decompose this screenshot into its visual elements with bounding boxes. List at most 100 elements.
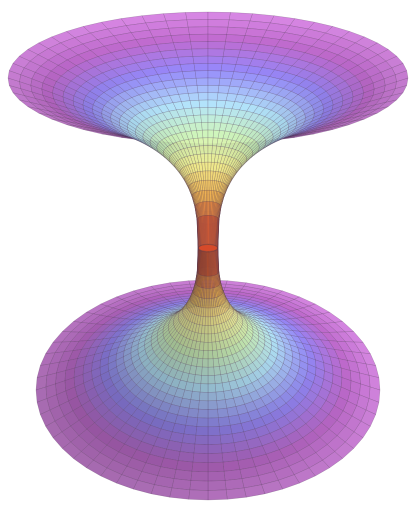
surface-facet <box>205 298 209 309</box>
surface-facet <box>297 125 313 133</box>
surface-facet <box>219 70 235 80</box>
surface-facet <box>227 19 251 29</box>
surface-facet <box>211 215 214 245</box>
surface-facet <box>280 109 293 119</box>
surface-facet <box>377 49 398 62</box>
surface-facet <box>165 19 189 29</box>
surface-facet <box>193 443 209 454</box>
surface-facet <box>204 325 209 335</box>
surface-facet <box>202 358 209 368</box>
surface-facet <box>203 341 209 351</box>
surface-facet <box>173 41 193 51</box>
surface-facet <box>177 56 195 65</box>
surface-facet <box>212 357 220 368</box>
surface-facet <box>207 325 212 335</box>
surface-facet <box>290 84 307 95</box>
surface-facet <box>203 145 209 155</box>
surface-facet <box>216 137 224 147</box>
surface-facet <box>214 374 223 384</box>
surface-facet <box>207 452 224 463</box>
surface-facet <box>228 12 253 22</box>
surface-facet <box>189 99 201 109</box>
surface-facet <box>192 452 209 463</box>
surface-facet <box>276 132 287 141</box>
surface-facet <box>201 129 209 139</box>
surface-facet <box>320 115 336 124</box>
surface-facet <box>207 417 220 428</box>
surface-facet <box>207 366 215 376</box>
surface-facet <box>187 26 209 35</box>
surface-facet <box>207 153 212 163</box>
surface-facet <box>347 106 365 116</box>
surface-facet <box>348 53 369 66</box>
surface-facet <box>369 91 385 102</box>
surface-facet <box>224 123 234 133</box>
surface-facet <box>205 179 209 191</box>
surface-facet <box>206 251 209 277</box>
surface-facet <box>175 48 194 58</box>
surface-facet <box>273 78 291 89</box>
surface-facet <box>206 275 209 289</box>
surface-facet <box>61 441 82 459</box>
surface-facet <box>187 407 199 419</box>
surface-facet <box>188 489 209 501</box>
surface-facet <box>207 107 217 116</box>
surface-facet <box>207 358 214 368</box>
surface-facet <box>203 333 209 343</box>
surface-facet <box>185 11 209 21</box>
surface-facet <box>181 70 197 80</box>
surface-facet <box>223 41 243 51</box>
surface-facet <box>196 129 204 139</box>
surface-facet <box>170 34 191 44</box>
surface-facet <box>291 106 304 117</box>
surface-facet <box>186 19 209 28</box>
surface-facet <box>206 288 209 299</box>
surface-facet <box>322 104 334 114</box>
surface-facet <box>226 165 233 176</box>
surface-facet <box>207 122 215 131</box>
surface-facet <box>199 391 209 402</box>
surface-facet <box>215 391 226 401</box>
surface-facet <box>207 307 211 318</box>
surface-facet <box>207 77 221 86</box>
surface-facet <box>221 56 239 65</box>
surface-facet <box>275 39 297 50</box>
surface-facet <box>198 341 205 351</box>
surface-facet <box>231 71 247 81</box>
surface-facet <box>207 471 226 482</box>
surface-facet <box>217 85 230 94</box>
surface-facet <box>191 461 209 473</box>
surface-facet <box>194 70 209 79</box>
surface-facet <box>325 110 341 120</box>
surface-facet <box>195 426 209 436</box>
surface-facet <box>191 48 209 57</box>
surface-facet <box>212 129 220 139</box>
surface-facet <box>191 107 201 116</box>
surface-facet <box>163 12 188 22</box>
surface-facet <box>308 129 333 135</box>
surface-facet <box>212 170 217 181</box>
surface-facet <box>207 408 219 419</box>
surface-facet <box>150 282 173 290</box>
surface-facet <box>391 62 408 75</box>
surface-facet <box>207 201 210 216</box>
surface-facet <box>207 215 210 245</box>
surface-facet <box>207 26 229 35</box>
surface-facet <box>202 350 209 360</box>
surface-facet <box>220 182 225 194</box>
surface-facet <box>269 123 280 133</box>
surface-facet <box>214 114 223 124</box>
surface-facet <box>227 156 235 167</box>
surface-facet <box>215 99 227 109</box>
surface-facet <box>302 116 315 126</box>
surface-facet <box>367 54 387 67</box>
surface-facet <box>242 136 252 146</box>
surface-facet <box>190 41 209 50</box>
surface-facet <box>185 416 198 427</box>
surface-facet <box>269 112 282 122</box>
surface-facet <box>204 161 209 172</box>
surface-facet <box>303 92 318 103</box>
surface-facet <box>253 74 270 84</box>
surface-facet <box>196 85 209 94</box>
surface-facet <box>226 26 248 36</box>
